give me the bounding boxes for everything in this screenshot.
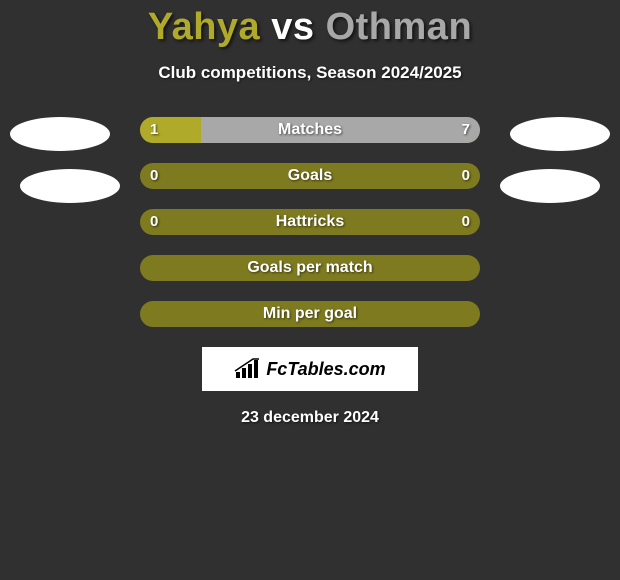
title-left: Yahya xyxy=(148,6,260,48)
stat-bar: 00Goals xyxy=(140,163,480,189)
bar-label: Hattricks xyxy=(140,209,480,235)
stat-bar: Min per goal xyxy=(140,301,480,327)
stat-bar: Goals per match xyxy=(140,255,480,281)
bar-label: Goals per match xyxy=(140,255,480,281)
stat-bar: 00Hattricks xyxy=(140,209,480,235)
brand-badge: FcTables.com xyxy=(202,347,418,391)
subtitle: Club competitions, Season 2024/2025 xyxy=(0,63,620,83)
bar-label: Min per goal xyxy=(140,301,480,327)
title-mid: vs xyxy=(260,6,325,48)
brand-text: FcTables.com xyxy=(266,359,385,380)
page-title: Yahya vs Othman xyxy=(0,0,620,49)
brand-chart-icon xyxy=(234,358,260,380)
avatar-left-1 xyxy=(10,117,110,151)
avatar-right-2 xyxy=(500,169,600,203)
date-text: 23 december 2024 xyxy=(0,409,620,427)
comparison-chart: 17Matches 00Goals 00Hattricks Goals per mat… xyxy=(0,117,620,327)
stat-bar: 17Matches xyxy=(140,117,480,143)
avatar-left-2 xyxy=(20,169,120,203)
title-right: Othman xyxy=(326,6,473,48)
bar-label: Goals xyxy=(140,163,480,189)
avatar-right-1 xyxy=(510,117,610,151)
bar-label: Matches xyxy=(140,117,480,143)
